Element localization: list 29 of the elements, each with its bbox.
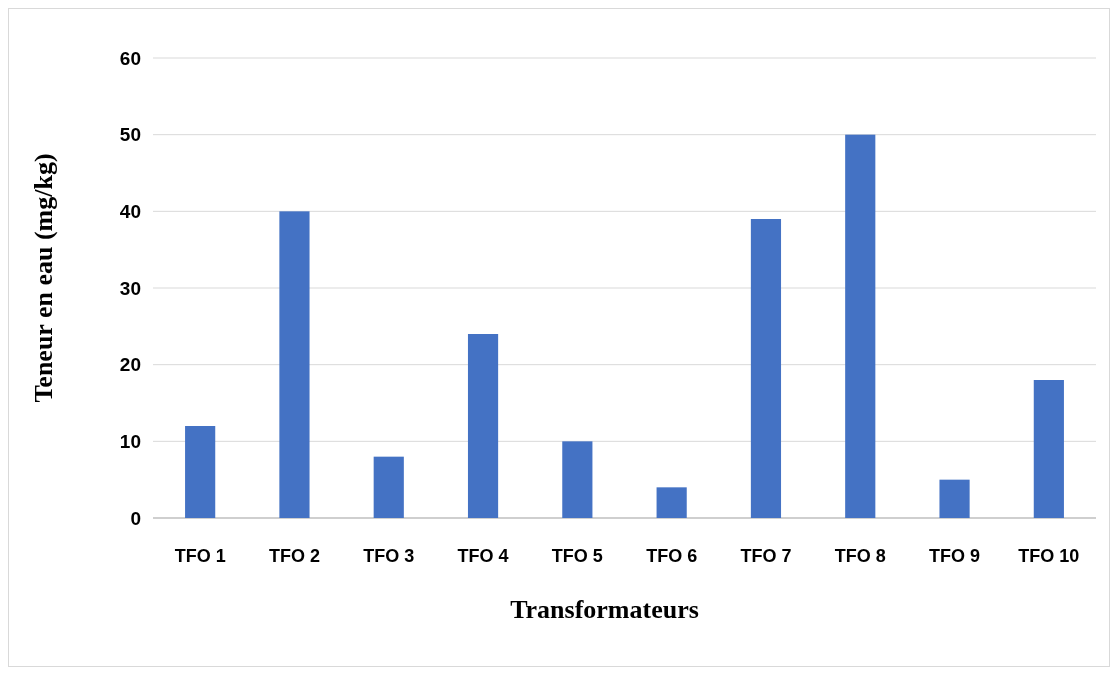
y-tick-label: 50 [119, 124, 141, 146]
bar [939, 479, 970, 518]
y-tick-label: 40 [119, 200, 141, 222]
x-tick-label: TFO 2 [268, 546, 320, 566]
bar [750, 219, 782, 518]
y-tick-label: 10 [119, 430, 141, 452]
x-tick-label: TFO 6 [646, 546, 698, 566]
y-tick-label: 30 [119, 277, 141, 299]
x-tick-label: TFO 7 [740, 546, 792, 566]
bar [656, 487, 687, 518]
x-tick-label: TFO 8 [834, 546, 886, 566]
x-tick-label: TFO 10 [1018, 546, 1080, 566]
x-tick-label: TFO 5 [551, 546, 603, 566]
x-tick-label: TFO 4 [457, 546, 509, 566]
y-tick-label: 20 [119, 354, 141, 376]
y-axis-title: Teneur en eau (mg/kg) [29, 153, 58, 403]
x-tick-label: TFO 9 [929, 546, 981, 566]
bar [1033, 380, 1064, 518]
y-tick-label: 0 [130, 507, 141, 529]
x-tick-label: TFO 3 [363, 546, 415, 566]
bar [185, 426, 216, 518]
y-tick-label: 60 [119, 47, 141, 69]
x-axis-title: Transformateurs [510, 595, 699, 624]
bar [467, 334, 499, 518]
bar [373, 456, 404, 518]
x-tick-label: TFO 1 [174, 546, 226, 566]
bar [279, 211, 310, 518]
bar [562, 441, 593, 518]
bar [845, 134, 876, 518]
